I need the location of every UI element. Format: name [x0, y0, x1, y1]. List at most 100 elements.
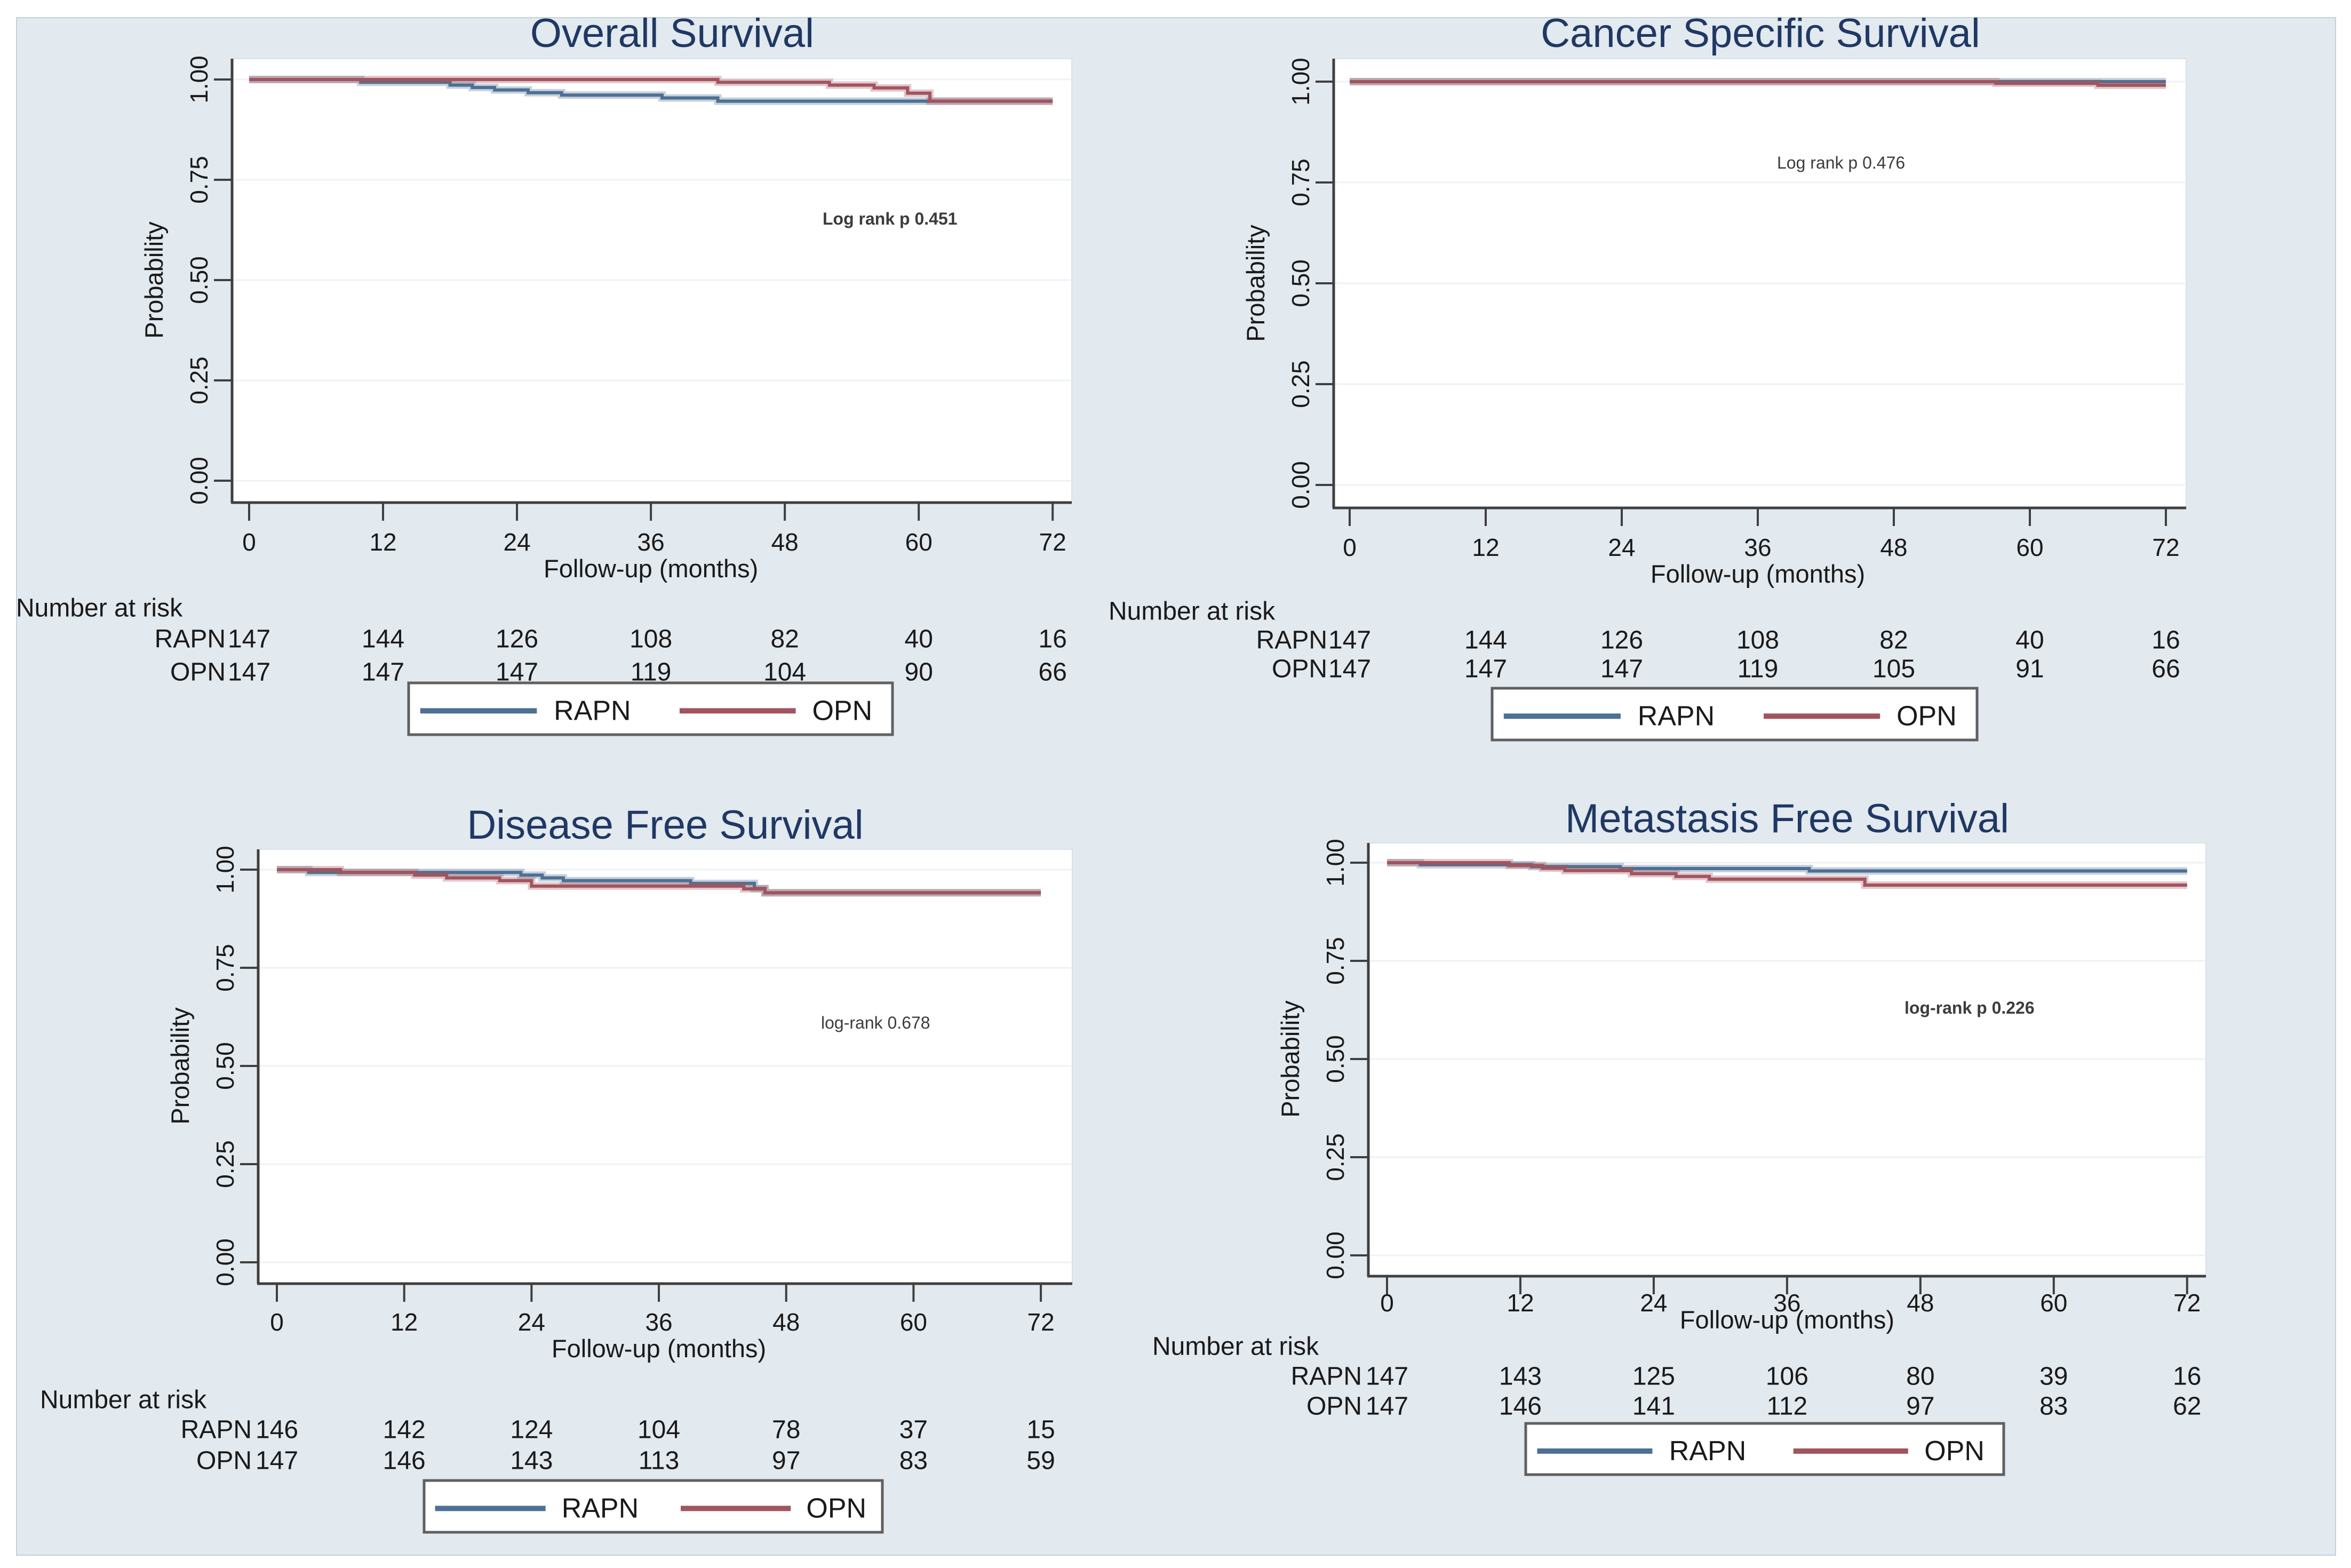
risk-value: 106 [1766, 1363, 1808, 1391]
risk-row-label-rapn: RAPN [155, 625, 226, 654]
legend-label-rapn: RAPN [554, 695, 631, 726]
risk-table-header: Number at risk [40, 1386, 207, 1414]
risk-value: 119 [1738, 655, 1779, 683]
risk-value: 147 [1366, 1363, 1408, 1391]
risk-value: 143 [510, 1447, 553, 1475]
risk-value: 124 [510, 1416, 553, 1444]
x-tick-label: 72 [1039, 528, 1066, 556]
panel-overall-survival: 0.00 0.25 0.50 0.75 1.00 Probability 0 12 24 36 48… [16, 11, 1072, 736]
x-tick-label: 36 [1744, 534, 1771, 561]
risk-value: 147 [1328, 626, 1371, 655]
panel-title: Disease Free Survival [467, 802, 863, 848]
x-tick-label: 72 [1027, 1308, 1054, 1336]
risk-value: 143 [1499, 1363, 1542, 1391]
y-axis-label: Probability [1241, 225, 1270, 342]
risk-value: 66 [2151, 655, 2180, 683]
y-tick-label: 1.00 [211, 846, 239, 894]
y-tick-label: 0.75 [1287, 158, 1314, 206]
x-tick-label: 36 [1773, 1289, 1800, 1317]
y-axis-label: Probability [1276, 1000, 1304, 1118]
y-tick-label: 0.75 [185, 156, 213, 204]
risk-value: 16 [1039, 625, 1067, 654]
panel-title: Overall Survival [530, 11, 814, 56]
p-value-annotation: Log rank p 0.451 [823, 209, 958, 228]
x-tick-label: 0 [1343, 534, 1357, 561]
y-tick-label: 0.25 [1287, 360, 1314, 408]
x-tick-label: 36 [645, 1308, 672, 1336]
risk-value: 80 [1906, 1363, 1934, 1391]
x-tick-label: 48 [771, 528, 799, 556]
x-tick-label: 24 [1608, 534, 1635, 561]
risk-value: 112 [1767, 1392, 1808, 1421]
x-tick-label: 12 [390, 1308, 418, 1336]
risk-value: 147 [228, 658, 270, 687]
y-axis-label: Probability [140, 221, 168, 339]
x-tick-label: 24 [1640, 1289, 1667, 1317]
risk-value: 62 [2173, 1392, 2201, 1421]
panel-title: Cancer Specific Survival [1541, 11, 1980, 56]
x-tick-label: 72 [2152, 534, 2179, 561]
x-tick-label: 60 [900, 1308, 927, 1336]
risk-row-label-rapn: RAPN [181, 1416, 252, 1444]
risk-value: 97 [772, 1447, 800, 1475]
x-tick-label: 0 [242, 528, 256, 556]
legend-label-opn: OPN [1896, 701, 1957, 731]
x-tick-label: 60 [905, 528, 933, 556]
risk-value: 108 [1736, 626, 1779, 655]
risk-value: 147 [1328, 655, 1371, 683]
x-tick-label: 48 [1907, 1289, 1934, 1317]
legend-label-opn: OPN [1924, 1436, 1985, 1467]
x-tick-label: 24 [518, 1308, 545, 1336]
y-tick-label: 0.00 [185, 457, 213, 505]
risk-value: 82 [1879, 626, 1908, 655]
y-tick-label: 0.00 [1287, 461, 1314, 509]
risk-value: 144 [1464, 626, 1507, 655]
risk-value: 104 [637, 1416, 680, 1444]
x-tick-label: 0 [270, 1308, 284, 1336]
survival-curve-rapn [249, 78, 1053, 103]
x-axis-label: Follow-up (months) [1680, 1306, 1894, 1334]
risk-row-label-opn: OPN [170, 658, 226, 687]
x-tick-label: 60 [2016, 534, 2043, 561]
y-tick-label: 1.00 [1287, 58, 1314, 106]
panel-cancer-specific-survival: 0.00 0.25 0.50 0.75 1.00 Probability 0 12 24 36 48… [1109, 11, 2187, 742]
x-tick-label: 0 [1380, 1289, 1394, 1317]
x-tick-label: 12 [1507, 1289, 1534, 1317]
risk-value: 144 [362, 625, 404, 654]
x-tick-label: 12 [1472, 534, 1499, 561]
y-tick-label: 0.00 [1321, 1231, 1349, 1279]
legend-label-rapn: RAPN [562, 1493, 639, 1524]
survival-curve-opn [1350, 80, 2166, 87]
risk-value: 108 [629, 625, 672, 654]
panel-disease-free-survival: 0.00 0.25 0.50 0.75 1.00 Probability 0 12 24 36 48… [40, 802, 1073, 1534]
risk-value: 126 [1600, 626, 1643, 655]
risk-table-header: Number at risk [1152, 1333, 1319, 1361]
risk-value: 147 [1366, 1392, 1408, 1421]
panel-metastasis-free-survival: 0.00 0.25 0.50 0.75 1.00 Probability 0 12 24 36 48… [1152, 796, 2206, 1476]
risk-value: 97 [1906, 1392, 1934, 1421]
p-value-annotation: Log rank p 0.476 [1777, 153, 1905, 172]
survival-curve-opn [277, 868, 1041, 895]
y-tick-label: 0.25 [1321, 1133, 1349, 1181]
y-tick-label: 0.75 [211, 944, 239, 992]
risk-value: 37 [899, 1416, 928, 1444]
risk-value: 16 [2151, 626, 2180, 655]
risk-table-header: Number at risk [1109, 598, 1276, 626]
risk-value: 66 [1039, 658, 1067, 687]
x-tick-label: 36 [637, 528, 665, 556]
risk-value: 82 [770, 625, 799, 654]
risk-value: 146 [383, 1447, 426, 1475]
risk-value: 40 [905, 625, 933, 654]
y-tick-label: 1.00 [1321, 839, 1349, 887]
panel-title: Metastasis Free Survival [1565, 796, 2009, 841]
y-tick-label: 0.50 [1287, 259, 1314, 307]
y-tick-label: 0.50 [211, 1042, 239, 1090]
legend-label-opn: OPN [806, 1493, 866, 1524]
risk-row-label-rapn: RAPN [1256, 626, 1327, 655]
risk-value: 113 [639, 1447, 680, 1475]
x-tick-label: 48 [1880, 534, 1907, 561]
x-tick-label: 24 [503, 528, 530, 556]
y-axis-label: Probability [166, 1007, 194, 1125]
risk-table-header: Number at risk [16, 594, 183, 623]
legend-label-rapn: RAPN [1638, 701, 1715, 731]
